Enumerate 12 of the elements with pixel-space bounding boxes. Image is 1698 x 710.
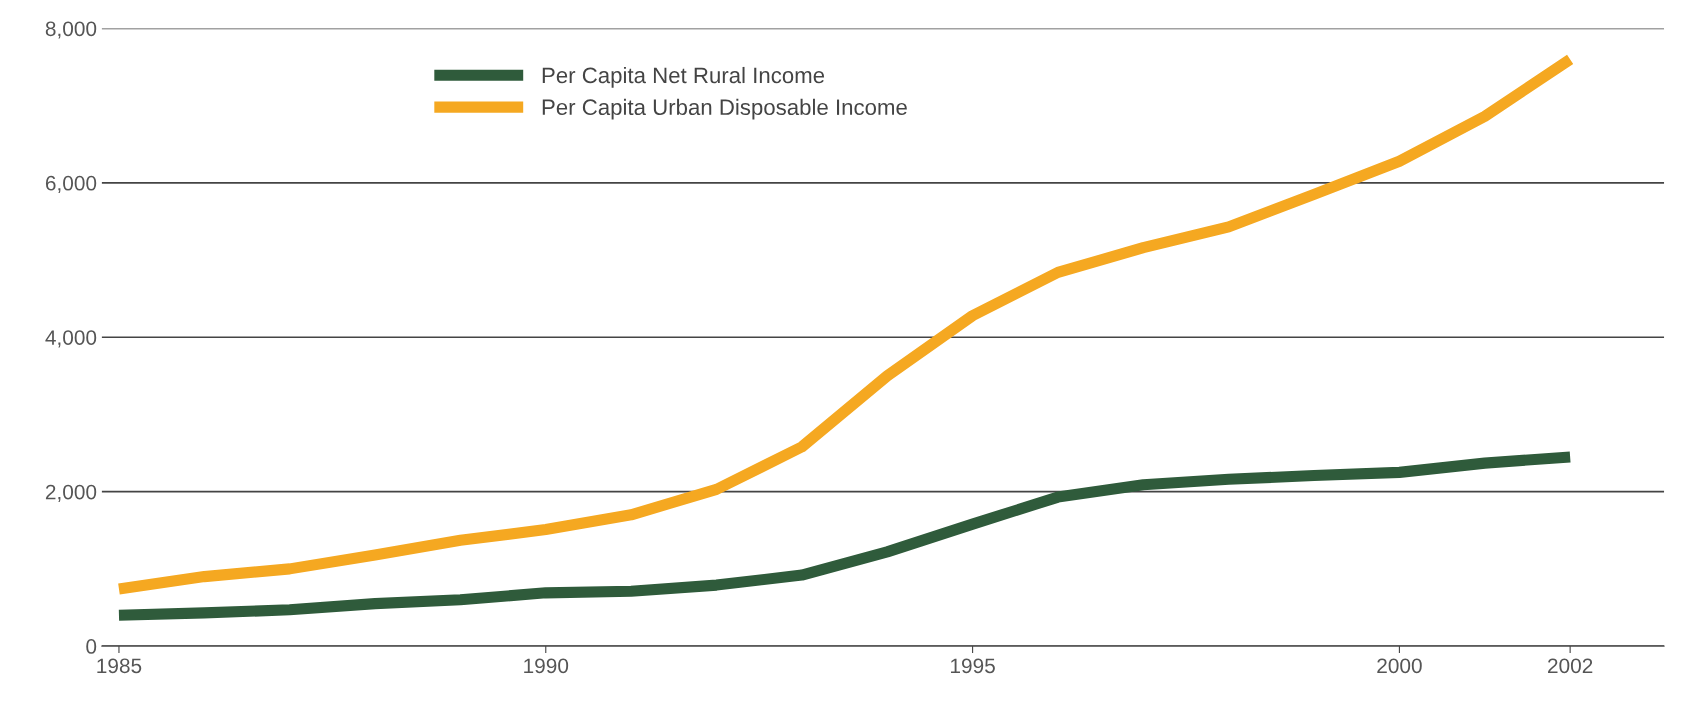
legend-label: Per Capita Net Rural Income [542,66,825,88]
x-tick-label: 1990 [524,658,569,674]
x-tick-label: 1985 [97,658,142,674]
y-tick-label: 4,000 [45,330,97,348]
y-tick-label: 0 [86,639,97,654]
legend-label: Per Capita Urban Disposable Income [542,98,907,120]
x-tick-label: 2002 [1548,658,1593,674]
x-tick-label: 2000 [1377,658,1422,674]
y-tick-label: 8,000 [45,21,97,39]
y-tick-label: 6,000 [45,175,97,194]
x-tick-label: 1995 [951,658,995,674]
y-tick-label: 2,000 [45,484,97,502]
